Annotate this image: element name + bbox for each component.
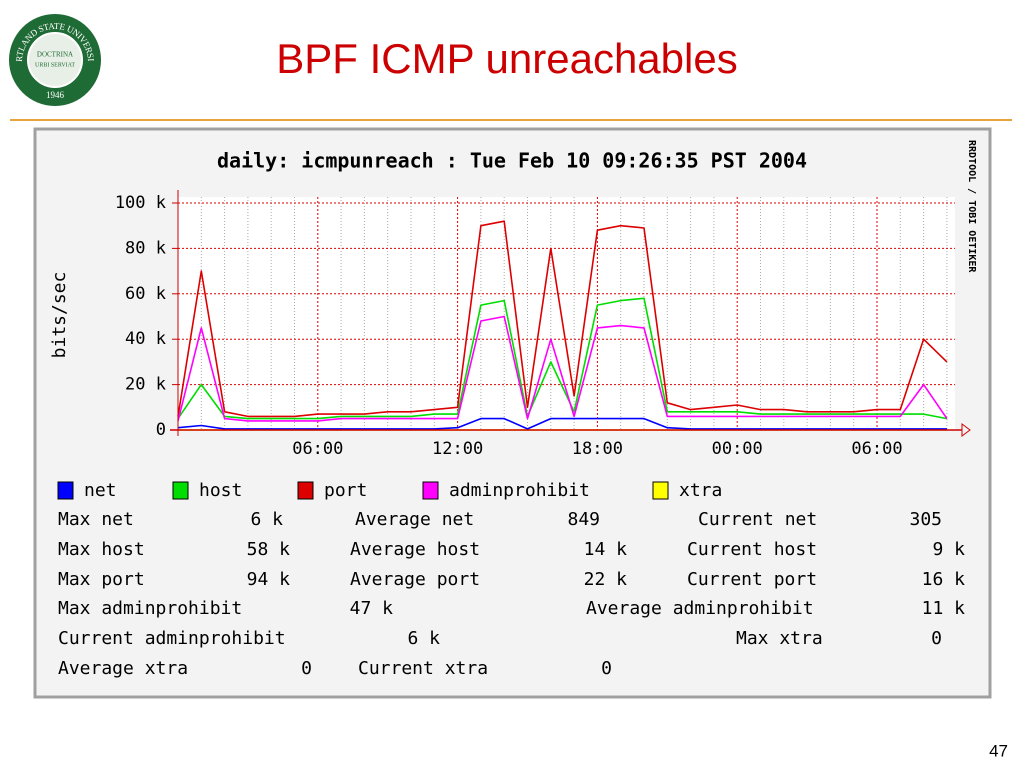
stat-label: Average port (350, 569, 480, 590)
series-line (177, 417, 947, 430)
legend-swatch (172, 481, 189, 500)
logo-motto: URBI SERVIAT (35, 62, 75, 68)
x-tick-label: 06:00 (292, 439, 343, 459)
watermark: RRDTOOL / TOBI OETIKER (966, 140, 977, 273)
stat-value: 305 (909, 509, 942, 530)
legend-label: port (324, 480, 367, 501)
chart-title: daily: icmpunreach : Tue Feb 10 09:26:35… (217, 149, 807, 173)
stat-value: 6 k (250, 509, 283, 530)
stat-label: Max adminprohibit (58, 598, 242, 619)
y-tick-label: 100 k (115, 193, 166, 213)
stat-label: Current net (698, 509, 817, 530)
stat-label: Current port (687, 569, 817, 590)
page-number: 47 (989, 741, 1008, 760)
stat-label: Average adminprohibit (586, 598, 814, 619)
logo-motto: DOCTRINA (37, 51, 73, 59)
series-line (177, 315, 948, 422)
stat-label: Max port (58, 569, 145, 590)
stat-label: Average host (350, 539, 480, 560)
stat-label: Current adminprohibit (58, 628, 286, 649)
series-line (177, 297, 948, 420)
x-tick-label: 18:00 (572, 439, 623, 459)
stats: Max net 6 k Average net 849 Current net 305 Ma… (58, 509, 965, 679)
logo-center (27, 32, 83, 88)
legend-swatch (297, 481, 314, 500)
stat-value: 9 k (932, 539, 965, 560)
x-tick-label: 00:00 (712, 439, 763, 459)
y-tick-label: 40 k (125, 329, 166, 349)
stat-value: 0 (301, 658, 312, 679)
legend-label: adminprohibit (449, 480, 590, 501)
logo-year: 1946 (46, 90, 65, 100)
legend-swatch (57, 481, 74, 500)
stat-value: 6 k (407, 628, 440, 649)
y-tick-label: 80 k (125, 238, 166, 258)
legend-swatch (422, 481, 439, 500)
y-tick-label: 0 (156, 420, 166, 440)
slide-title: BPF ICMP unreachables (276, 35, 737, 82)
stat-label: Current host (687, 539, 817, 560)
stat-label: Max host (58, 539, 145, 560)
stat-label: Current xtra (358, 658, 488, 679)
series-line (177, 220, 948, 418)
x-tick-label: 12:00 (432, 439, 483, 459)
stat-value: 849 (567, 509, 600, 530)
legend: net host port adminprohibit xtra (57, 480, 722, 501)
stat-label: Average xtra (58, 658, 188, 679)
legend-label: net (84, 480, 117, 501)
x-axis-arrow (961, 423, 971, 437)
stat-value: 0 (601, 658, 612, 679)
legend-label: xtra (679, 480, 722, 501)
stat-value: 0 (931, 628, 942, 649)
axes (170, 190, 971, 437)
x-tick-label: 06:00 (851, 439, 902, 459)
y-tick-label: 60 k (125, 284, 166, 304)
grid (177, 197, 955, 430)
stat-value: 11 k (922, 598, 966, 619)
stat-value: 14 k (584, 539, 628, 560)
stat-label: Average net (355, 509, 474, 530)
stat-label: Max xtra (736, 628, 823, 649)
y-tick-label: 20 k (125, 375, 166, 395)
stat-value: 22 k (584, 569, 628, 590)
logo: PORTLAND STATE UNIVERSITY DOCTRINA URBI … (0, 0, 101, 106)
stat-value: 16 k (922, 569, 966, 590)
legend-swatch (652, 481, 669, 500)
stat-value: 47 k (350, 598, 394, 619)
legend-label: host (199, 480, 242, 501)
y-axis-label: bits/sec (49, 272, 70, 359)
stat-value: 94 k (247, 569, 291, 590)
stat-value: 58 k (247, 539, 291, 560)
stat-label: Max net (58, 509, 134, 530)
